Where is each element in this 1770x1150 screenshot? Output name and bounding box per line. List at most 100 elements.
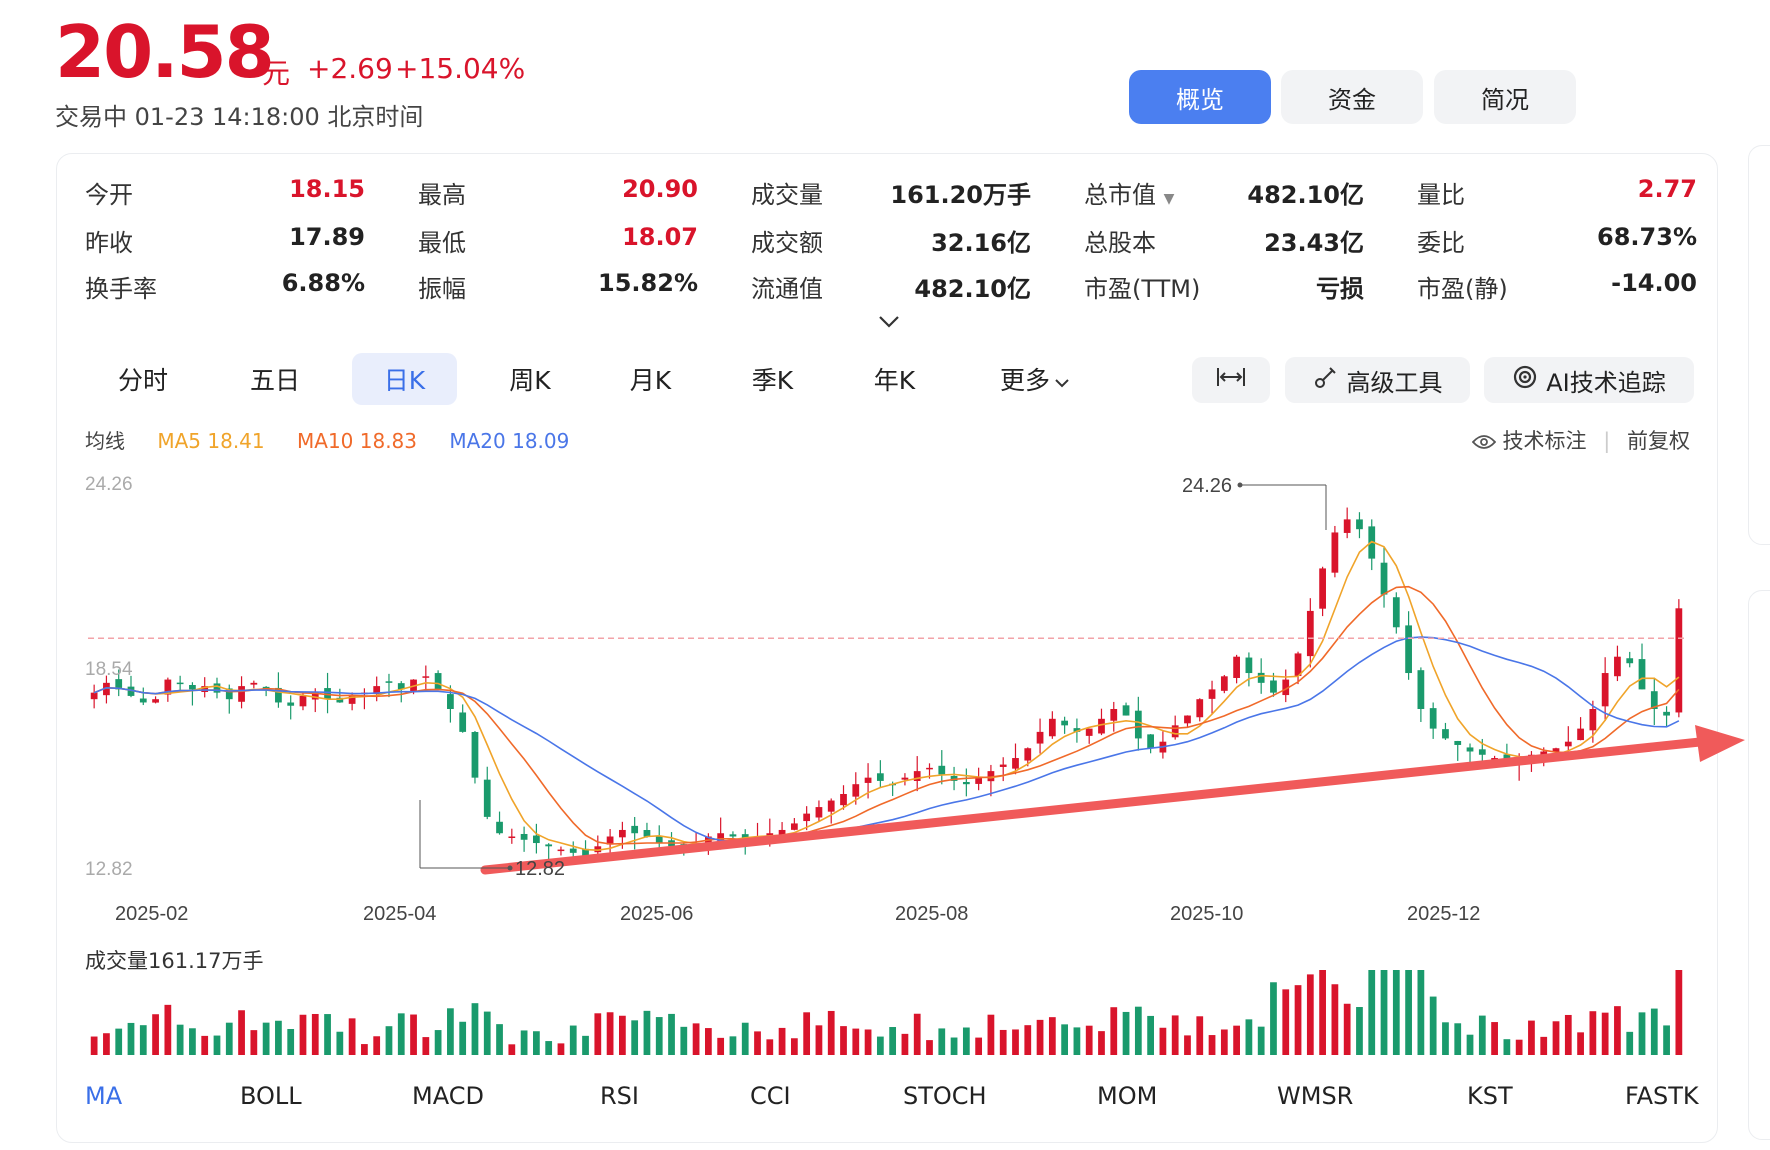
volume-bar [913,1013,921,1055]
candle-body [926,767,933,770]
indicator-fastk[interactable]: FASTK [1625,1082,1699,1110]
stat-label: 量比 [1417,181,1465,209]
candle-body [1601,673,1609,707]
volume-bar [999,1029,1007,1055]
volume-layer [90,970,1683,1055]
volume-bar [1110,1007,1118,1055]
candle-body [434,673,442,690]
stat-label: 振幅 [418,275,466,303]
indicator-macd[interactable]: MACD [412,1082,484,1110]
indicator-kst[interactable]: KST [1467,1082,1513,1110]
volume-bar [1159,1027,1167,1055]
tab-period-5day[interactable]: 五日 [249,366,300,395]
candle-body [311,692,319,700]
indicator-ma[interactable]: MA [85,1082,123,1110]
candle-body [1331,532,1339,573]
volume-bar [1528,1020,1535,1055]
stat-turnover: 成交额 32.16亿 [751,223,1031,263]
candle-body [324,688,331,700]
volume-bar [1405,970,1412,1055]
volume-bar [1601,1012,1609,1055]
candle-body [1073,728,1081,732]
volume-bar [1098,1031,1105,1055]
volume-bar [275,1020,282,1055]
volume-bar [90,1036,98,1055]
stat-value: 17.89 [289,223,365,251]
stats-row: 今开 18.15 最高 20.90 成交量 161.20万手 总市值 ▼ 482.10亿… [85,175,1697,215]
fit-width-button[interactable] [1192,357,1270,403]
volume-bar [704,1028,712,1055]
advanced-tools-button[interactable]: 高级工具 [1285,357,1470,403]
tab-period-more[interactable]: 更多 [985,353,1085,405]
volume-bar [1515,1039,1523,1055]
candle-body [606,836,614,845]
tab-funds[interactable]: 资金 [1281,70,1423,124]
volume-bar [1257,1026,1265,1055]
volume-bar [655,1017,663,1055]
volume-bar [496,1024,503,1055]
tab-profile[interactable]: 简况 [1434,70,1576,124]
tech-annotation-toggle[interactable]: 技术标注 [1471,429,1587,453]
volume-bar [1589,1011,1597,1055]
current-price: 20.58 [55,10,275,94]
candle-body [287,702,295,706]
tab-period-quarterly[interactable]: 季K [751,366,794,395]
candle-body [115,679,123,690]
volume-bar [459,1021,467,1055]
candle-body [152,699,159,703]
tab-period-daily[interactable]: 日K [352,353,457,405]
candle-body [1134,710,1142,739]
candle-body [1356,519,1363,530]
candle-body [1675,608,1683,713]
stat-amplitude: 振幅 15.82% [418,269,698,309]
price-adjust-toggle[interactable]: 前复权 [1627,429,1690,453]
y-tick-label: 12.82 [85,859,133,880]
indicator-mom[interactable]: MOM [1097,1082,1158,1110]
volume-bar [1294,985,1302,1055]
candle-body [1638,659,1646,690]
stat-value: 15.82% [598,269,698,297]
indicator-boll[interactable]: BOLL [240,1082,302,1110]
indicator-cci[interactable]: CCI [750,1082,791,1110]
candle-body [1024,748,1032,761]
tab-period-weekly[interactable]: 周K [509,366,551,395]
indicator-rsi[interactable]: RSI [600,1082,639,1110]
candle-body [348,695,356,704]
tab-period-monthly[interactable]: 月K [629,366,672,395]
volume-bar [127,1022,135,1055]
candle-body [1466,747,1474,752]
stat-label: 今开 [85,181,133,209]
candle-body [250,682,258,685]
volume-bar [1171,1015,1179,1055]
candle-body [1061,720,1069,726]
stat-float-cap: 流通值 482.10亿 [751,269,1031,309]
ai-target-icon [1512,364,1538,396]
low-annotation: 12.82 [515,858,565,880]
indicator-stoch[interactable]: STOCH [903,1082,987,1110]
volume-bar [1478,1015,1486,1055]
tab-period-intraday[interactable]: 分时 [117,366,168,395]
y-tick-label: 24.26 [85,474,133,495]
candle-body [1626,658,1634,664]
indicator-wmsr[interactable]: WMSR [1277,1082,1354,1110]
stat-volume-ratio: 量比 2.77 [1417,175,1697,215]
candle-body [962,781,970,785]
volume-bar [250,1030,258,1055]
caret-down-icon[interactable]: ▼ [1163,191,1175,207]
candle-body [103,682,110,696]
tab-period-yearly[interactable]: 年K [873,366,916,395]
volume-bar [1048,1017,1056,1055]
advanced-tools-label: 高级工具 [1346,368,1443,397]
tab-overview[interactable]: 概览 [1129,70,1271,124]
stat-order-ratio: 委比 68.73% [1417,223,1697,263]
volume-bar [508,1044,516,1055]
volume-bar [434,1030,442,1055]
volume-bar [103,1033,110,1055]
stat-label[interactable]: 总市值 ▼ [1084,181,1175,209]
ai-tracking-button[interactable]: AI技术追踪 [1484,357,1694,403]
x-tick-label: 2025-04 [363,903,436,925]
candle-body [704,836,712,847]
stat-value: 6.88% [281,269,365,297]
chevron-down-icon[interactable] [878,310,900,335]
